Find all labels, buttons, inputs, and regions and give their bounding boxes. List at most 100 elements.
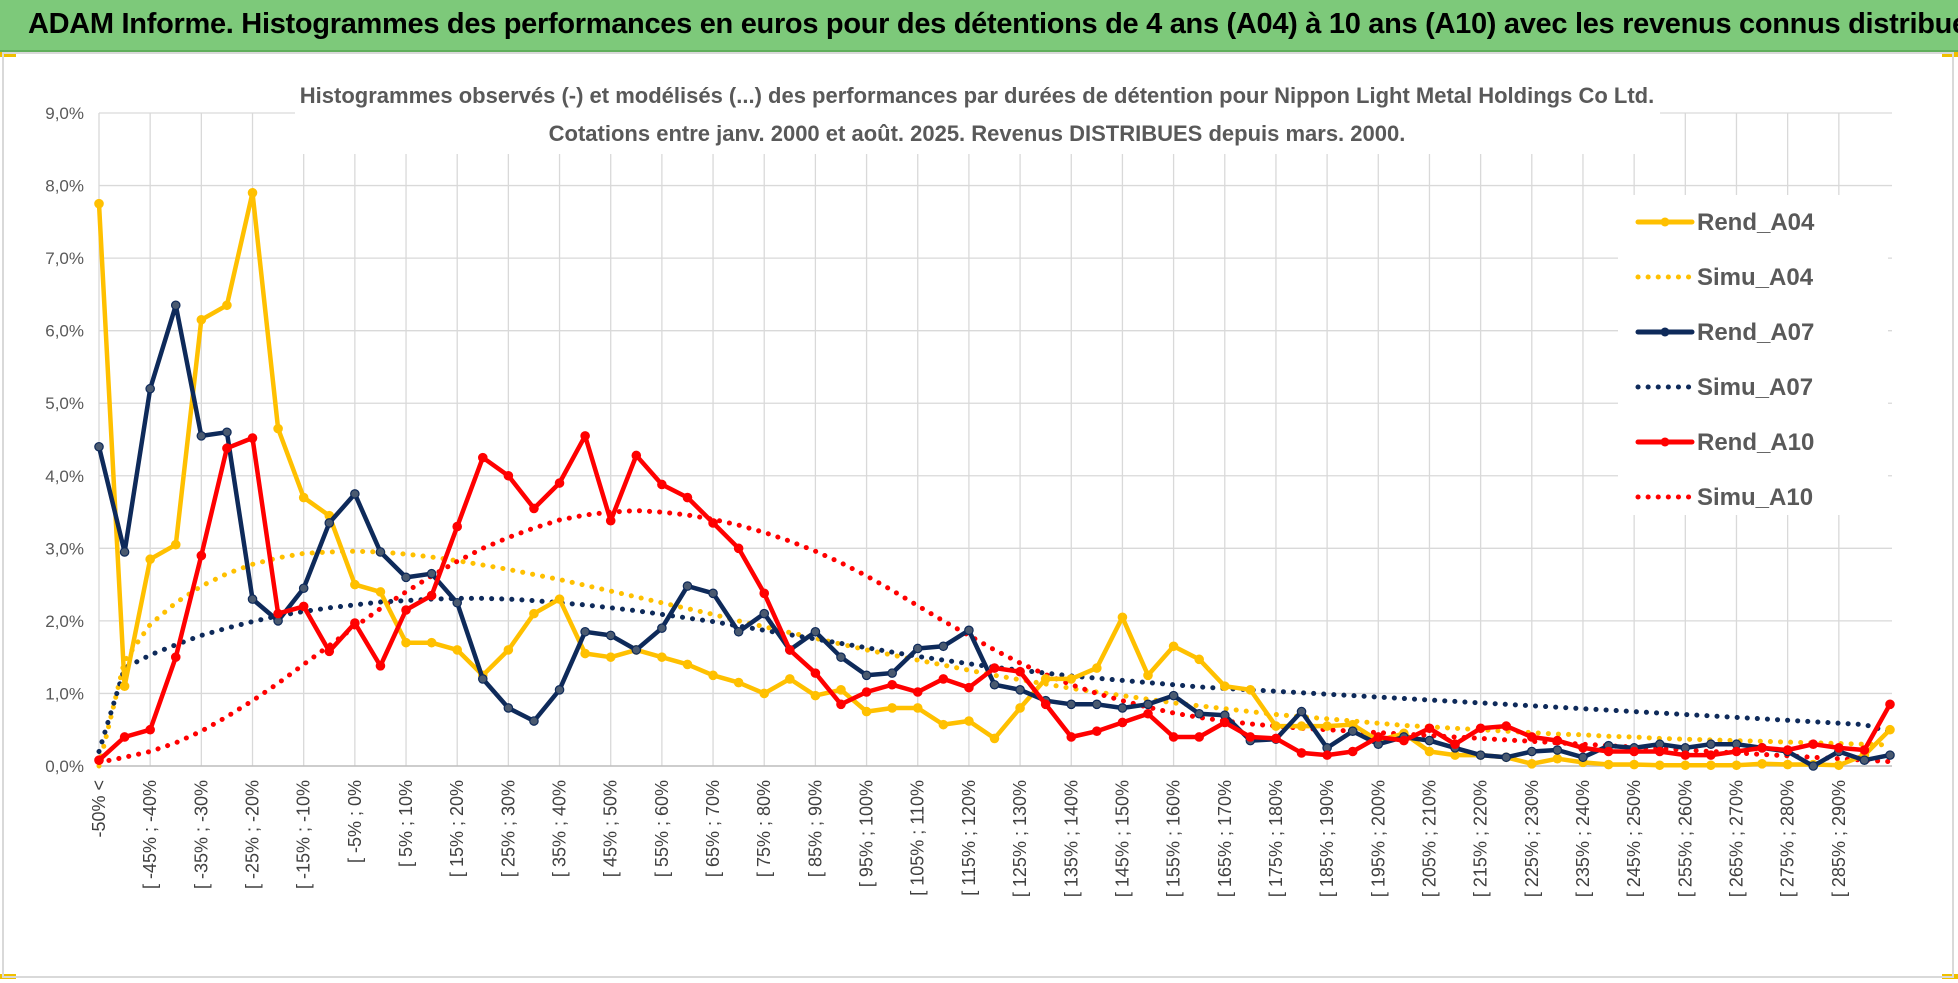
data-point-Rend_A04 <box>1296 721 1307 731</box>
x-tick-label: [ 265% ; 270% <box>1726 780 1746 897</box>
y-tick-label: 2,0% <box>45 612 84 631</box>
data-point-Rend_A10 <box>452 521 462 532</box>
data-point-Rend_A10 <box>426 590 437 601</box>
data-point-Rend_A04 <box>1066 674 1077 684</box>
data-point-Rend_A04 <box>1424 746 1435 757</box>
data-point-Rend_A07 <box>989 679 1000 690</box>
data-point-Rend_A07 <box>477 674 488 684</box>
data-point-Rend_A10 <box>1731 746 1742 757</box>
x-tick-label: [ 105% ; 110% <box>908 780 928 896</box>
series-line-Simu_A04 <box>96 548 1893 769</box>
x-tick-label: [ 155% ; 160% <box>1164 780 1184 897</box>
data-point-Rend_A10 <box>1040 699 1051 710</box>
data-point-Rend_A10 <box>1450 739 1460 750</box>
data-point-Rend_A04 <box>1092 663 1102 673</box>
data-point-Rend_A10 <box>605 515 616 526</box>
data-point-Rend_A10 <box>1424 723 1435 734</box>
data-point-Rend_A10 <box>1578 743 1588 753</box>
x-tick-label: [ 205% ; 210% <box>1419 780 1439 897</box>
data-point-Rend_A04 <box>1603 759 1614 770</box>
x-tick-label: [ 175% ; 180% <box>1266 780 1286 897</box>
data-point-Rend_A07 <box>1706 739 1716 750</box>
data-point-Rend_A04 <box>1322 721 1332 731</box>
y-tick-label: 7,0% <box>45 249 84 268</box>
data-point-Rend_A07 <box>580 626 590 637</box>
data-point-Rend_A07 <box>1527 746 1537 757</box>
data-point-Rend_A10 <box>836 699 846 710</box>
data-point-Rend_A07 <box>1859 755 1870 765</box>
data-point-Rend_A04 <box>887 703 897 713</box>
data-point-Rend_A04 <box>350 579 360 590</box>
data-point-Rend_A10 <box>1322 750 1332 760</box>
series-Rend_A07 <box>94 300 1895 771</box>
data-point-Rend_A04 <box>298 492 309 503</box>
legend-label-Simu_A10: Simu_A10 <box>1697 484 1813 511</box>
data-point-Rend_A10 <box>1782 745 1793 755</box>
data-point-Rend_A07 <box>1885 750 1895 760</box>
data-point-Rend_A04 <box>94 198 104 209</box>
data-point-Rend_A07 <box>861 670 872 681</box>
data-point-Rend_A07 <box>836 652 846 662</box>
data-point-Rend_A10 <box>657 479 667 490</box>
report-title: ADAM Informe. Histogrammes des performan… <box>28 8 1958 40</box>
x-tick-label: [ -5% ; 0% <box>345 780 365 863</box>
data-point-Rend_A10 <box>1603 746 1614 757</box>
data-point-Rend_A07 <box>554 685 565 695</box>
data-point-Rend_A07 <box>1092 699 1102 710</box>
x-tick-label: [ 255% ; 260% <box>1675 780 1695 897</box>
y-tick-label: 4,0% <box>45 467 84 486</box>
data-point-Rend_A04 <box>605 652 616 662</box>
data-point-Rend_A04 <box>1629 759 1639 770</box>
data-point-Rend_A04 <box>1757 759 1767 769</box>
data-point-Rend_A04 <box>1706 760 1716 771</box>
legend-marker-Rend_A04 <box>1660 217 1670 227</box>
data-point-Rend_A10 <box>1629 746 1639 757</box>
y-tick-label: 3,0% <box>45 539 84 558</box>
x-tick-label: [ 65% ; 70% <box>703 780 723 877</box>
data-point-Rend_A04 <box>1245 685 1256 695</box>
data-point-Rend_A10 <box>1271 733 1281 744</box>
y-tick-label: 9,0% <box>45 104 84 123</box>
data-point-Rend_A10 <box>222 443 232 454</box>
x-tick-label: [ -15% ; -10% <box>294 780 314 889</box>
y-tick-label: 1,0% <box>45 684 84 703</box>
frame-corner-top-left <box>0 52 16 57</box>
data-point-Rend_A10 <box>1885 699 1895 710</box>
data-point-Rend_A07 <box>733 626 744 637</box>
data-point-Rend_A04 <box>989 733 1000 744</box>
x-tick-label: [ 45% ; 50% <box>601 780 621 877</box>
x-tick-label: [ 275% ; 280% <box>1778 780 1798 897</box>
data-point-Rend_A10 <box>1245 732 1256 742</box>
data-point-Rend_A10 <box>938 674 949 684</box>
frame-corner-top-right <box>1942 52 1958 57</box>
data-point-Rend_A10 <box>477 452 488 463</box>
data-point-Rend_A07 <box>401 572 411 583</box>
data-point-Rend_A10 <box>1834 743 1844 753</box>
data-point-Rend_A04 <box>503 645 514 655</box>
data-point-Rend_A07 <box>529 716 539 726</box>
data-point-Rend_A04 <box>529 608 539 619</box>
legend-label-Rend_A04: Rend_A04 <box>1697 209 1815 236</box>
legend-label-Simu_A04: Simu_A04 <box>1697 264 1814 291</box>
data-point-Rend_A04 <box>964 716 974 726</box>
data-point-Rend_A07 <box>964 625 974 636</box>
data-point-Rend_A04 <box>938 719 949 730</box>
y-tick-label: 6,0% <box>45 322 84 341</box>
data-point-Rend_A07 <box>810 626 821 637</box>
data-point-Rend_A04 <box>1271 721 1281 731</box>
data-point-Rend_A04 <box>580 648 590 659</box>
data-point-Rend_A10 <box>298 601 309 612</box>
data-point-Rend_A07 <box>324 518 335 528</box>
data-point-Rend_A07 <box>196 431 207 441</box>
chart-title-group: Histogrammes observés (-) et modélisés (… <box>295 72 1660 154</box>
grid-lines <box>98 112 1892 767</box>
legend-label-Rend_A07: Rend_A07 <box>1697 319 1814 346</box>
data-point-Rend_A04 <box>1654 760 1665 771</box>
x-tick-label: [ 15% ; 20% <box>447 780 467 877</box>
x-tick-label: [ 185% ; 190% <box>1317 780 1337 897</box>
x-tick-label: [ 115% ; 120% <box>959 780 979 896</box>
data-point-Rend_A07 <box>375 547 386 557</box>
data-point-Rend_A10 <box>170 652 181 662</box>
data-point-Rend_A07 <box>94 441 104 452</box>
data-point-Rend_A10 <box>810 668 821 678</box>
